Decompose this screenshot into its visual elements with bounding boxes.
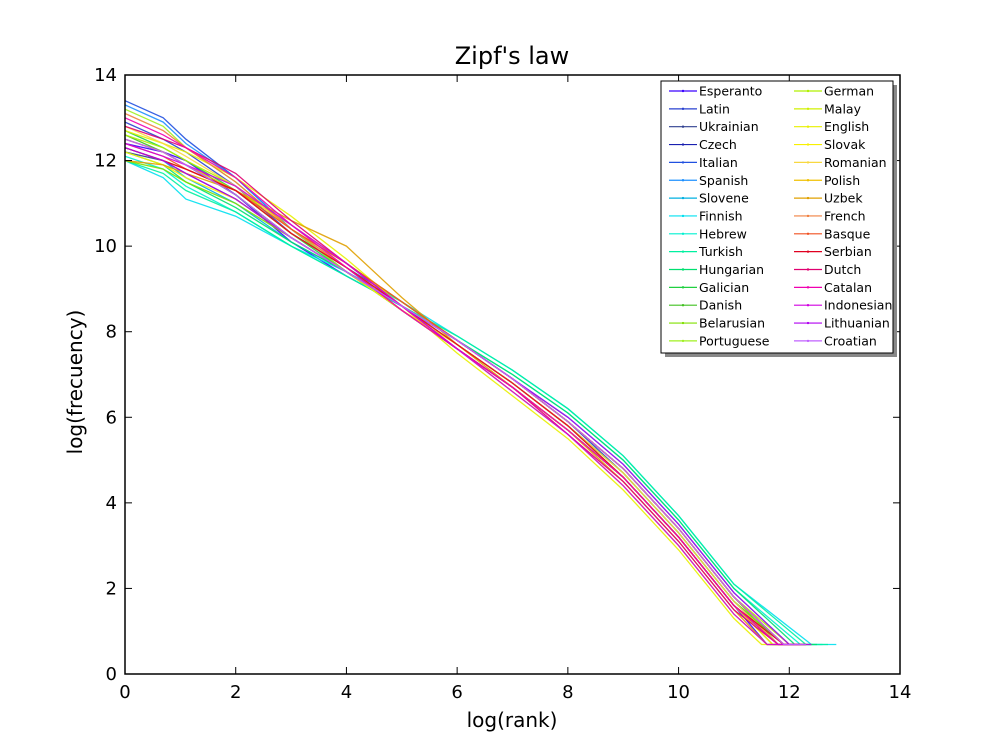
legend-marker <box>681 161 685 164</box>
legend-label: Latin <box>699 101 730 116</box>
x-tick-label: 6 <box>451 682 462 703</box>
legend-label: Uzbek <box>824 191 863 206</box>
legend-marker <box>681 286 685 289</box>
legend-box <box>660 80 894 354</box>
legend-marker <box>806 196 810 200</box>
legend-label: Slovak <box>824 137 866 152</box>
y-tick-label: 10 <box>94 236 117 257</box>
legend-label: Catalan <box>824 280 872 295</box>
legend-label: Hungarian <box>699 262 764 277</box>
y-tick-label: 2 <box>106 578 117 599</box>
x-tick-label: 0 <box>119 682 130 703</box>
x-tick-label: 4 <box>341 682 352 703</box>
legend-label: Lithuanian <box>824 316 890 331</box>
legend-marker <box>806 250 810 253</box>
legend-label: Spanish <box>699 173 748 188</box>
legend-label: Turkish <box>698 244 743 259</box>
series-line-english <box>124 129 784 646</box>
y-tick-label: 8 <box>106 322 117 343</box>
legend-marker <box>806 161 810 164</box>
legend-marker <box>806 321 810 325</box>
x-tick-label: 10 <box>667 682 690 703</box>
legend: Esperanto Latin Ukrainian Czech Italian Spani… <box>660 80 897 357</box>
legend-label: German <box>824 84 874 99</box>
x-tick-label: 12 <box>778 682 801 703</box>
legend-marker <box>806 286 810 289</box>
legend-marker <box>681 125 685 128</box>
x-axis-label: log(rank) <box>467 708 558 732</box>
legend-marker <box>681 232 685 235</box>
legend-label: Portuguese <box>699 333 770 348</box>
y-tick-label: 0 <box>106 664 117 685</box>
y-axis-label: log(frecuency) <box>63 310 87 455</box>
legend-label: English <box>824 119 869 134</box>
legend-marker <box>681 179 685 182</box>
series-line-croatian <box>124 138 806 646</box>
legend-marker <box>806 125 810 128</box>
legend-marker <box>806 232 810 235</box>
x-tick-label: 8 <box>562 682 573 703</box>
legend-marker <box>681 250 685 253</box>
legend-marker <box>681 304 685 307</box>
x-tick-label: 14 <box>889 682 912 703</box>
series-line-indonesian <box>124 142 790 646</box>
legend-label: Croatian <box>824 333 877 348</box>
legend-label: Indonesian <box>824 298 892 313</box>
legend-label: Romanian <box>824 155 887 170</box>
plot-frame <box>124 74 901 675</box>
legend-label: Belarusian <box>699 316 765 331</box>
legend-label: Danish <box>699 298 742 313</box>
legend-marker <box>681 196 685 200</box>
legend-marker <box>681 107 685 111</box>
legend-label: Italian <box>699 155 738 170</box>
legend-marker <box>806 339 810 343</box>
series-line-turkish <box>124 159 828 646</box>
legend-label: Finnish <box>699 208 743 223</box>
legend-label: Polish <box>824 173 860 188</box>
legend-label: Slovene <box>699 191 749 206</box>
y-tick-label: 14 <box>94 65 117 86</box>
legend-marker <box>681 143 685 146</box>
legend-label: French <box>824 208 866 223</box>
legend-marker <box>806 268 810 271</box>
legend-label: Hebrew <box>699 226 747 241</box>
legend-marker <box>681 214 685 218</box>
legend-marker <box>681 89 685 93</box>
chart-title: Zipf's law <box>455 42 570 70</box>
legend-marker <box>806 179 810 182</box>
y-tick-label: 6 <box>106 407 117 428</box>
legend-label: Serbian <box>824 244 872 259</box>
legend-marker <box>806 143 810 146</box>
y-tick-label: 4 <box>106 493 117 514</box>
series-layer <box>124 100 837 646</box>
legend-marker <box>681 321 685 325</box>
legend-marker <box>806 304 810 307</box>
legend-label: Basque <box>824 226 871 241</box>
legend-marker <box>806 107 810 111</box>
legend-marker <box>681 339 685 343</box>
legend-label: Ukrainian <box>699 119 759 134</box>
legend-label: Galician <box>699 280 749 295</box>
legend-label: Esperanto <box>699 84 762 99</box>
ticks-layer: 0 2 4 6 8 10 12 14 0 2 4 6 8 10 12 14 <box>94 65 911 703</box>
legend-marker <box>806 89 810 93</box>
legend-marker <box>806 214 810 218</box>
legend-marker <box>681 268 685 271</box>
legend-label: Malay <box>824 101 862 116</box>
x-tick-label: 2 <box>230 682 241 703</box>
legend-label: Dutch <box>824 262 861 277</box>
legend-label: Czech <box>699 137 737 152</box>
y-tick-label: 12 <box>94 151 117 172</box>
